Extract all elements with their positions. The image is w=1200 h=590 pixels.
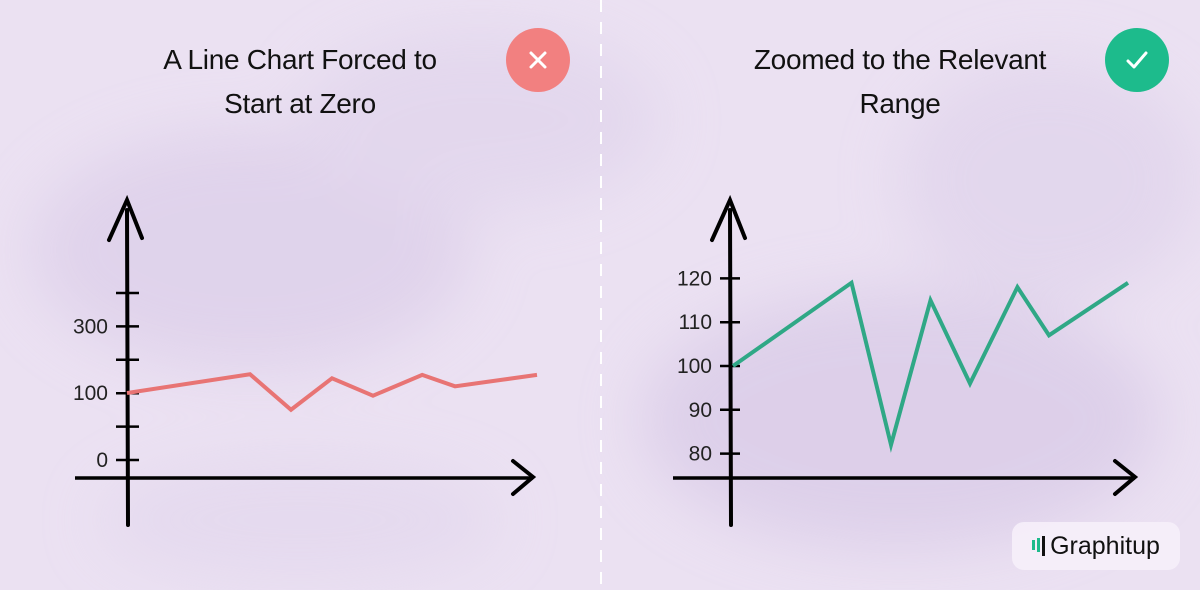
left-y-arrow	[107, 194, 144, 242]
charts: 0 100 300 80 90 100 110 120	[73, 194, 1139, 527]
right-x-arrow	[1113, 459, 1139, 496]
left-y-tick-label: 100	[73, 382, 108, 405]
left-chart-title: A Line Chart Forced to Start at Zero	[90, 38, 510, 126]
right-series-line	[731, 279, 1130, 453]
logo-text: Graphitup	[1050, 531, 1160, 560]
title-line: Zoomed to the Relevant	[753, 44, 1047, 75]
title-line: Range	[859, 88, 941, 119]
x-icon	[529, 51, 547, 69]
bad-badge	[506, 28, 570, 92]
check-icon	[1126, 51, 1148, 69]
good-badge	[1105, 28, 1169, 92]
logo-bars-icon	[1032, 536, 1046, 556]
right-y-tick-label: 90	[689, 399, 712, 422]
right-y-arrow	[710, 194, 747, 242]
left-x-arrow	[511, 459, 537, 496]
title-line: Start at Zero	[224, 88, 376, 119]
graphitup-logo: Graphitup	[1012, 522, 1180, 570]
right-chart-title: Zoomed to the Relevant Range	[690, 38, 1110, 126]
right-y-axis	[728, 208, 733, 527]
left-series-line	[126, 372, 538, 413]
right-y-tick-label: 100	[677, 355, 712, 378]
left-y-tick-label: 0	[96, 449, 108, 472]
right-y-tick-label: 120	[677, 267, 712, 290]
right-y-tick-label: 80	[689, 443, 712, 466]
left-y-tick-label: 300	[73, 315, 108, 338]
left-y-axis	[125, 208, 130, 527]
title-line: A Line Chart Forced to	[163, 44, 437, 75]
right-y-tick-label: 110	[679, 311, 712, 334]
